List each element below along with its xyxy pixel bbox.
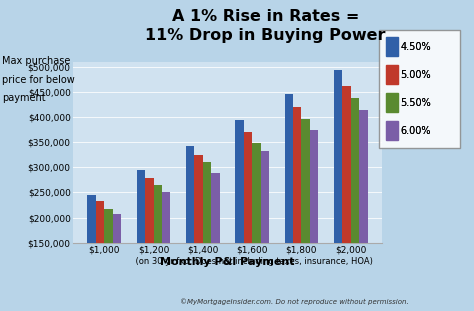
- Text: 5.50%: 5.50%: [401, 98, 431, 108]
- Bar: [236, 120, 244, 311]
- Bar: [285, 94, 293, 311]
- Text: ©MyMortgageInsider.com. Do not reproduce without permission.: ©MyMortgageInsider.com. Do not reproduce…: [180, 298, 408, 305]
- Bar: [113, 214, 121, 311]
- Bar: [145, 178, 154, 311]
- Bar: [96, 202, 104, 311]
- Bar: [211, 174, 219, 311]
- Text: 5.50%: 5.50%: [401, 98, 431, 108]
- Bar: [244, 132, 252, 311]
- Text: A 1% Rise in Rates =
11% Drop in Buying Power: A 1% Rise in Rates = 11% Drop in Buying …: [145, 9, 386, 43]
- Bar: [154, 185, 162, 311]
- Bar: [252, 143, 261, 311]
- Bar: [301, 119, 310, 311]
- Bar: [359, 110, 367, 311]
- Bar: [261, 151, 269, 311]
- Bar: [342, 86, 351, 311]
- Bar: [351, 98, 359, 311]
- Text: 6.00%: 6.00%: [401, 126, 431, 136]
- Text: 5.00%: 5.00%: [401, 70, 431, 80]
- Bar: [293, 107, 301, 311]
- Text: Max purchase: Max purchase: [2, 56, 71, 66]
- Bar: [186, 146, 194, 311]
- Text: price for below: price for below: [2, 75, 75, 85]
- Bar: [334, 70, 342, 311]
- Bar: [88, 195, 96, 311]
- Text: Monthly P&I Payment: Monthly P&I Payment: [160, 257, 295, 267]
- Text: (on 30 yr fxd. Does not including taxes, insurance, HOA): (on 30 yr fxd. Does not including taxes,…: [82, 257, 373, 266]
- Text: 5.00%: 5.00%: [401, 70, 431, 80]
- Bar: [104, 209, 113, 311]
- Text: 6.00%: 6.00%: [401, 126, 431, 136]
- Bar: [194, 155, 203, 311]
- Bar: [137, 170, 145, 311]
- Text: 4.50%: 4.50%: [401, 42, 431, 52]
- Text: 4.50%: 4.50%: [401, 42, 431, 52]
- Bar: [310, 130, 318, 311]
- Bar: [162, 193, 170, 311]
- Text: payment: payment: [2, 93, 46, 103]
- Bar: [203, 162, 211, 311]
